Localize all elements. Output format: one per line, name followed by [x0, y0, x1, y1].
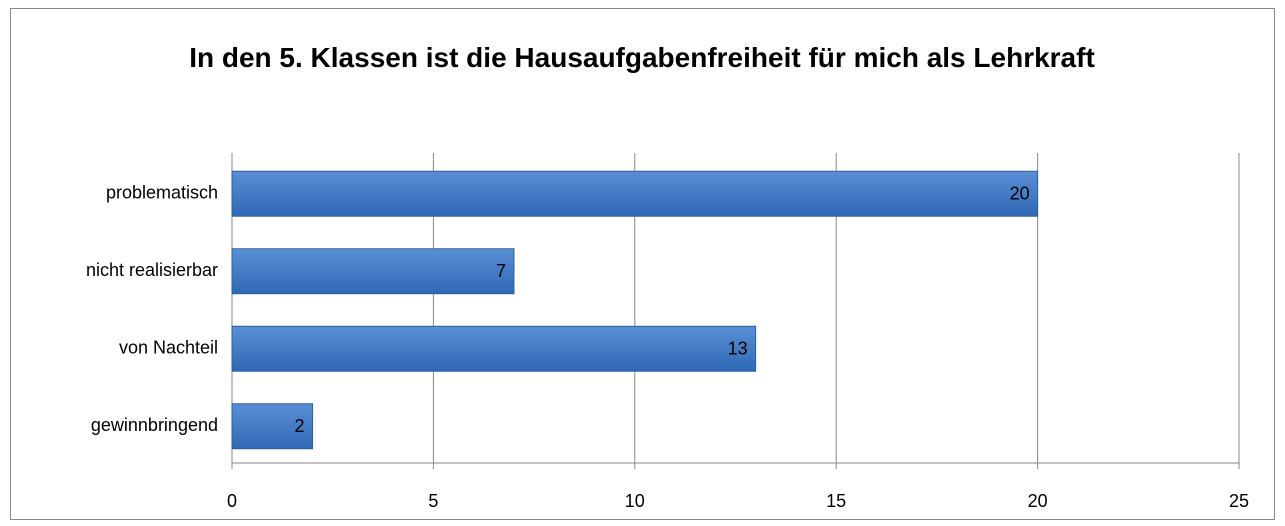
y-tick-label: gewinnbringend: [91, 415, 218, 435]
data-label: 20: [1010, 184, 1030, 204]
bar: [231, 403, 314, 450]
x-tick-label: 20: [1028, 491, 1048, 511]
y-tick-label: nicht realisierbar: [86, 260, 218, 280]
data-label: 2: [295, 416, 305, 436]
data-label: 13: [728, 339, 748, 359]
x-tick-label: 0: [227, 491, 237, 511]
x-tick-label: 25: [1229, 491, 1249, 511]
bar: [231, 248, 515, 295]
bar: [231, 170, 1039, 217]
data-label: 7: [496, 261, 506, 281]
y-tick-label: problematisch: [106, 183, 218, 203]
y-tick-label: von Nachteil: [119, 338, 218, 358]
x-tick-label: 15: [826, 491, 846, 511]
x-tick-label: 5: [428, 491, 438, 511]
bar: [231, 325, 757, 372]
chart-title: In den 5. Klassen ist die Hausaufgabenfr…: [189, 42, 1095, 73]
x-tick-label: 10: [625, 491, 645, 511]
chart-border: [10, 8, 1275, 520]
